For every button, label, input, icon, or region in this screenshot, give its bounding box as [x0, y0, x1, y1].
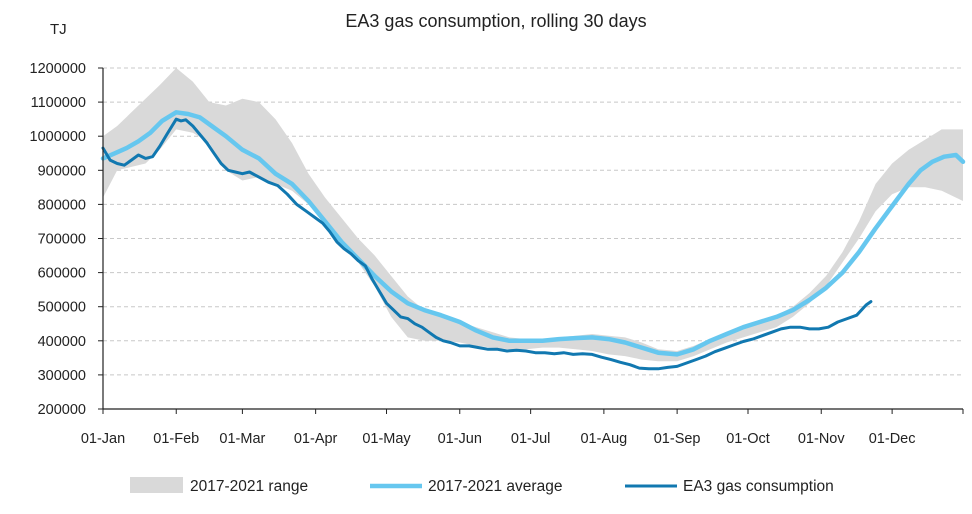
ea3-consumption-series-line — [101, 117, 873, 371]
y-tick-label: 1100000 — [31, 95, 86, 111]
y-axis-unit-label: TJ — [50, 21, 67, 38]
y-tick-label: 1000000 — [30, 129, 86, 145]
chart-title: EA3 gas consumption, rolling 30 days — [345, 11, 646, 31]
x-tick-label: 01-May — [362, 431, 411, 447]
x-tick-label: 01-Jun — [438, 431, 482, 447]
y-tick-label: 700000 — [38, 232, 86, 248]
x-tick-label: 01-Dec — [869, 431, 916, 447]
y-tick-label: 500000 — [38, 300, 86, 316]
y-tick-label: 400000 — [38, 334, 86, 350]
average-series-line — [100, 110, 966, 357]
y-tick-label: 300000 — [38, 368, 86, 384]
x-tick-label: 01-Nov — [798, 431, 845, 447]
legend-label-average: 2017-2021 average — [428, 478, 562, 495]
y-tick-label: 200000 — [38, 402, 86, 418]
y-tick-label: 1200000 — [30, 61, 86, 77]
y-tick-labels: 200000 300000 400000 500000 600000 700000 8000… — [30, 61, 103, 418]
series-lines-layer — [100, 110, 966, 371]
x-tick-label: 01-Apr — [294, 431, 338, 447]
legend: 2017-2021 range 2017-2021 average EA3 gas … — [130, 477, 834, 495]
range-band-layer — [103, 68, 963, 362]
x-tick-labels: 01-Jan 01-Feb 01-Mar 01-Apr 01-May 01-Jun 01-J… — [81, 409, 964, 447]
x-tick-label: 01-Jan — [81, 431, 125, 447]
x-tick-label: 01-Sep — [654, 431, 701, 447]
legend-swatch-range — [130, 477, 183, 493]
x-tick-label: 01-Aug — [580, 431, 627, 447]
y-tick-label: 800000 — [38, 197, 86, 213]
x-tick-label: 01-Mar — [219, 431, 265, 447]
y-tick-label: 600000 — [38, 266, 86, 282]
x-tick-label: 01-Oct — [726, 431, 770, 447]
range-band-area — [103, 68, 963, 362]
legend-label-ea3: EA3 gas consumption — [683, 478, 834, 495]
y-tick-label: 900000 — [38, 163, 86, 179]
x-tick-label: 01-Jul — [511, 431, 551, 447]
x-tick-label: 01-Feb — [153, 431, 199, 447]
legend-label-range: 2017-2021 range — [190, 478, 308, 495]
